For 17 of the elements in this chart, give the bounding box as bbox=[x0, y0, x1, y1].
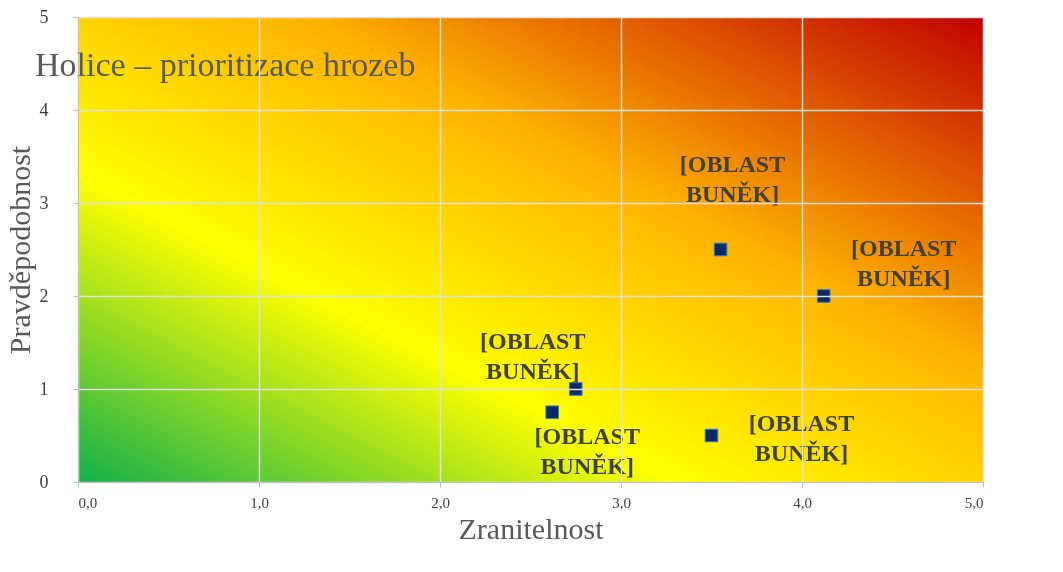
x-tick-label: 5,0 bbox=[964, 494, 984, 511]
data-label: [OBLAST BUNĚK] bbox=[480, 328, 586, 384]
x-tick-label: 1,0 bbox=[250, 494, 269, 511]
y-axis-title: Pravděpodobnost bbox=[2, 145, 36, 355]
y-tick-label: 1 bbox=[39, 378, 49, 399]
x-tick-label: 4,0 bbox=[793, 494, 812, 511]
y-tick-label: 4 bbox=[39, 99, 49, 120]
data-label: [OBLAST BUNĚK] bbox=[679, 150, 786, 207]
data-label: [OBLAST BUNĚK] bbox=[851, 235, 957, 291]
x-axis-title: Zranitelnost bbox=[458, 511, 605, 545]
y-tick-label: 0 bbox=[39, 471, 49, 492]
y-tick-label: 5 bbox=[39, 6, 49, 27]
x-tick-label: 3,0 bbox=[612, 494, 631, 511]
y-tick-label: 2 bbox=[39, 285, 49, 306]
x-tick-label: 2,0 bbox=[431, 494, 450, 511]
y-tick-label: 3 bbox=[39, 192, 49, 213]
x-tick-label: 0,0 bbox=[78, 494, 98, 511]
